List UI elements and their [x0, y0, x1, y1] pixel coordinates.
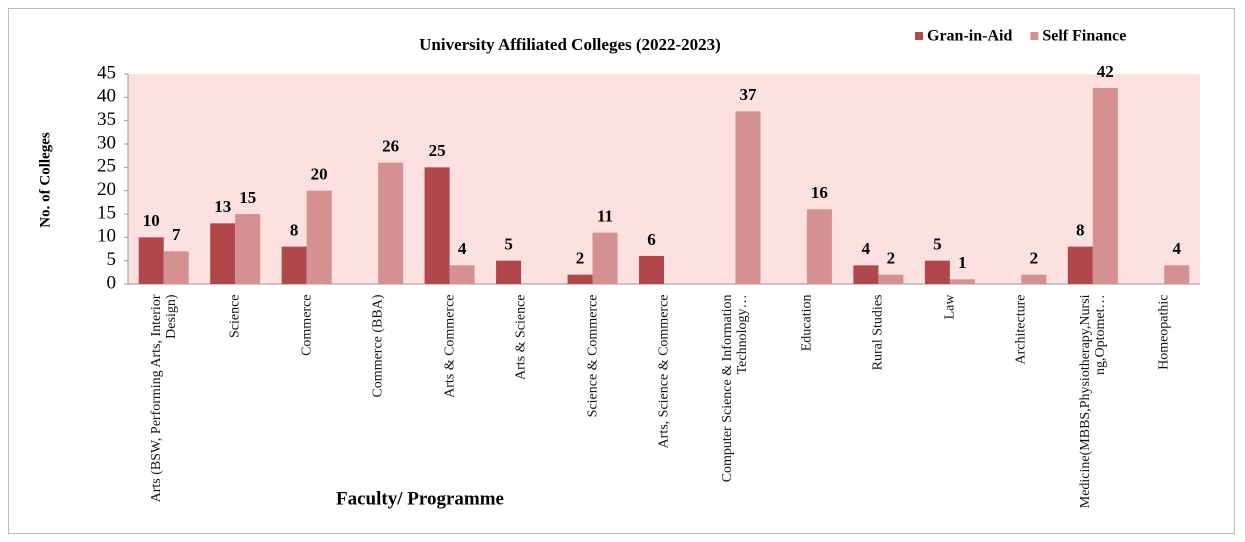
data-label: 26	[382, 137, 399, 156]
x-tick-label: Medicine(MBBS,Physiotherapy,Nursing,Opto…	[1077, 294, 1108, 508]
data-label: 2	[887, 249, 896, 268]
data-label: 8	[290, 221, 299, 240]
x-tick-label: Arts & Science	[513, 294, 529, 380]
chart-title: University Affiliated Colleges (2022-202…	[419, 35, 721, 54]
bar	[424, 167, 450, 284]
data-label: 8	[1076, 221, 1085, 240]
legend-label: Self Finance	[1042, 28, 1126, 45]
x-tick-label: Education	[799, 294, 815, 351]
bar	[235, 214, 261, 284]
bar	[449, 265, 475, 284]
y-tick-label: 0	[107, 272, 117, 293]
x-tick-label: Science & Commerce	[585, 294, 601, 417]
bar	[163, 251, 189, 284]
x-tick-label: Science	[227, 294, 243, 338]
data-label: 42	[1097, 62, 1114, 81]
data-label: 2	[576, 249, 585, 268]
bar	[496, 260, 522, 284]
bar	[138, 237, 164, 284]
bar	[735, 111, 761, 284]
y-axis-label: No. of Colleges	[37, 132, 53, 228]
y-tick-label: 40	[97, 86, 116, 107]
data-label: 10	[143, 211, 160, 230]
bar	[281, 246, 307, 284]
bar	[306, 190, 332, 284]
data-label: 16	[811, 183, 828, 202]
legend-label: Gran-in-Aid	[927, 28, 1012, 45]
bar	[853, 265, 879, 284]
bar	[806, 209, 832, 284]
bar	[210, 223, 236, 284]
bar	[1067, 246, 1093, 284]
data-label: 2	[1030, 249, 1039, 268]
data-label: 20	[311, 165, 328, 184]
y-tick-label: 15	[97, 202, 116, 223]
data-label: 1	[958, 253, 967, 272]
x-tick-label: Arts & Commerce	[442, 294, 458, 398]
data-label: 4	[1173, 239, 1182, 258]
data-label: 6	[647, 230, 656, 249]
y-tick-label: 35	[97, 109, 116, 130]
x-tick-label: Arts (BSW, Performing Arts, Interior Des…	[148, 294, 179, 502]
y-tick-label: 5	[107, 249, 117, 270]
bar	[878, 274, 904, 284]
chart-frame	[8, 8, 1235, 534]
x-tick-label: Law	[942, 294, 958, 319]
bar	[949, 279, 975, 284]
y-tick-label: 45	[97, 62, 116, 83]
data-label: 11	[597, 207, 613, 226]
bar	[567, 274, 593, 284]
bar	[924, 260, 950, 284]
bar	[378, 162, 404, 284]
x-tick-label: Commerce	[299, 294, 315, 356]
data-label: 7	[172, 225, 181, 244]
y-tick-label: 20	[97, 179, 116, 200]
x-tick-label: Commerce (BBA)	[370, 294, 386, 398]
bar	[1021, 274, 1047, 284]
legend-swatch	[1030, 32, 1039, 40]
bar	[592, 232, 618, 284]
legend-swatch	[915, 32, 923, 40]
x-tick-label: Homeopathic	[1156, 294, 1172, 370]
bar	[639, 256, 664, 284]
x-tick-label: Architecture	[1013, 294, 1029, 364]
data-label: 4	[862, 239, 871, 258]
data-label: 25	[429, 141, 446, 160]
bar	[1092, 88, 1118, 284]
data-label: 4	[458, 239, 467, 258]
y-tick-label: 25	[97, 156, 116, 177]
y-tick-label: 30	[97, 132, 116, 153]
x-tick-label: Arts, Science & Commerce	[656, 294, 672, 448]
data-label: 15	[239, 188, 256, 207]
data-label: 13	[214, 197, 231, 216]
x-tick-label: Rural Studies	[870, 294, 886, 370]
data-label: 5	[504, 235, 513, 254]
bar	[1164, 265, 1190, 284]
x-tick-label: Computer Science & Information Technolog…	[720, 294, 751, 482]
data-label: 5	[933, 235, 942, 254]
data-label: 37	[739, 85, 757, 104]
y-tick-label: 10	[97, 226, 116, 247]
x-axis-label: Faculty/ Programme	[336, 488, 504, 509]
